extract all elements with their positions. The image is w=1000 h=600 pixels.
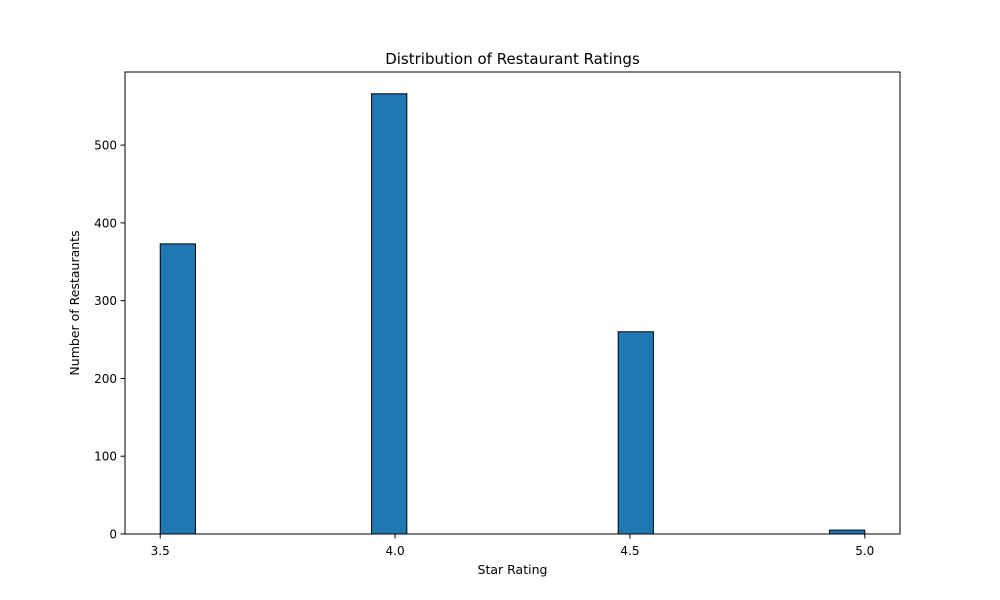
- histogram-bar-1: [371, 93, 408, 535]
- histogram-bar-3: [829, 529, 866, 535]
- y-tick-label: 0: [109, 528, 117, 542]
- y-tick-label: 400: [94, 216, 117, 230]
- x-tick-label: 5.0: [855, 544, 874, 558]
- histogram-bar-0: [159, 243, 196, 535]
- x-tick-label: 4.0: [386, 544, 405, 558]
- y-axis-label: Number of Restaurants: [67, 230, 82, 375]
- y-axis-ticks: 0 100 200 300 400 500: [94, 139, 125, 542]
- plot-area-frame: [124, 71, 901, 535]
- y-tick-label: 100: [94, 450, 117, 464]
- y-tick-label: 300: [94, 294, 117, 308]
- y-tick-label: 500: [94, 139, 117, 153]
- bars-group: [159, 93, 866, 535]
- x-tick-label: 3.5: [151, 544, 170, 558]
- x-tick-label: 4.5: [620, 544, 639, 558]
- x-axis-label: Star Rating: [478, 562, 548, 577]
- chart-title: Distribution of Restaurant Ratings: [385, 50, 640, 68]
- y-tick-label: 200: [94, 372, 117, 386]
- histogram-bar-2: [617, 331, 654, 535]
- x-axis-ticks: 3.5 4.0 4.5 5.0: [151, 534, 874, 558]
